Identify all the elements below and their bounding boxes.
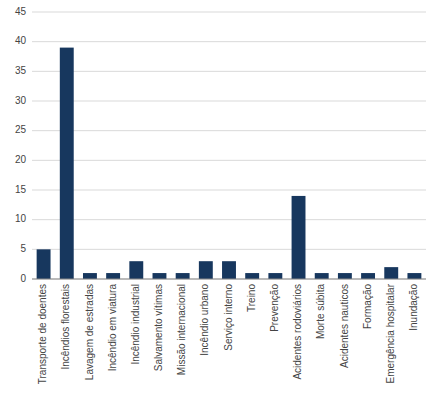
bar xyxy=(338,273,352,279)
bar xyxy=(199,261,213,279)
y-tick-label: 30 xyxy=(15,95,27,106)
x-tick-label: Acidentes nauticos xyxy=(339,284,350,368)
y-tick-label: 0 xyxy=(20,273,26,284)
bar xyxy=(361,273,375,279)
bar xyxy=(222,261,236,279)
bars xyxy=(37,48,422,279)
grid-line xyxy=(32,219,426,220)
x-tick-label: Acidentes rodoviários xyxy=(292,284,303,380)
bar xyxy=(315,273,329,279)
grid xyxy=(32,12,426,279)
bar xyxy=(407,273,421,279)
bar xyxy=(292,196,306,279)
y-tick-label: 20 xyxy=(15,154,27,165)
x-axis: Transporte de doentes Incêndios florestai… xyxy=(32,279,426,384)
grid-line xyxy=(32,160,426,161)
y-tick-label: 45 xyxy=(15,6,27,17)
x-tick-label: Prevenção xyxy=(269,284,280,332)
y-tick-label: 25 xyxy=(15,124,27,135)
bar xyxy=(153,273,167,279)
bar xyxy=(37,249,51,279)
grid-line xyxy=(32,71,426,72)
x-tick-label: Morte súbita xyxy=(315,284,326,339)
bar xyxy=(176,273,190,279)
y-axis: 0 5 10 15 20 25 30 35 40 45 xyxy=(15,6,27,284)
x-tick-label: Formação xyxy=(362,284,373,329)
x-tick-label: Incêndio industrial xyxy=(130,284,141,365)
y-tick-label: 35 xyxy=(15,65,27,76)
y-tick-label: 10 xyxy=(15,213,27,224)
chart: 0 5 10 15 20 25 30 35 40 45 Transporte de doentes I… xyxy=(0,0,436,411)
grid-line xyxy=(32,190,426,191)
grid-line xyxy=(32,279,426,280)
bar xyxy=(83,273,97,279)
chart-container: 0 5 10 15 20 25 30 35 40 45 Transporte de doentes I… xyxy=(0,0,436,411)
grid-line xyxy=(32,101,426,102)
grid-line xyxy=(32,12,426,13)
y-tick-label: 40 xyxy=(15,35,27,46)
x-tick-label: Inundação xyxy=(408,284,419,331)
x-axis-line xyxy=(32,279,426,280)
grid-line xyxy=(32,249,426,250)
bar xyxy=(60,48,74,279)
x-tick-label: Transporte de doentes xyxy=(37,284,48,384)
x-tick-label: Serviço interno xyxy=(223,284,234,351)
grid-line xyxy=(32,130,426,131)
x-tick-label: Incêndios florestais xyxy=(60,284,71,370)
x-tick-label: Lavagem de estradas xyxy=(84,284,95,380)
x-tick-label: Incêndio em viatura xyxy=(107,284,118,372)
bar xyxy=(384,267,398,279)
bar xyxy=(129,261,143,279)
x-tick-label: Emergência hospitalar xyxy=(385,283,396,383)
x-tick-label: Missão internacional xyxy=(176,284,187,375)
bar xyxy=(245,273,259,279)
bar xyxy=(268,273,282,279)
y-tick-label: 15 xyxy=(15,184,27,195)
x-tick-label: Treino xyxy=(246,284,257,312)
x-tick-label: Incêndio urbano xyxy=(199,284,210,356)
grid-line xyxy=(32,41,426,42)
x-tick-label: Salvamento vítimas xyxy=(153,284,164,371)
bar xyxy=(106,273,120,279)
y-tick-label: 5 xyxy=(20,243,26,254)
